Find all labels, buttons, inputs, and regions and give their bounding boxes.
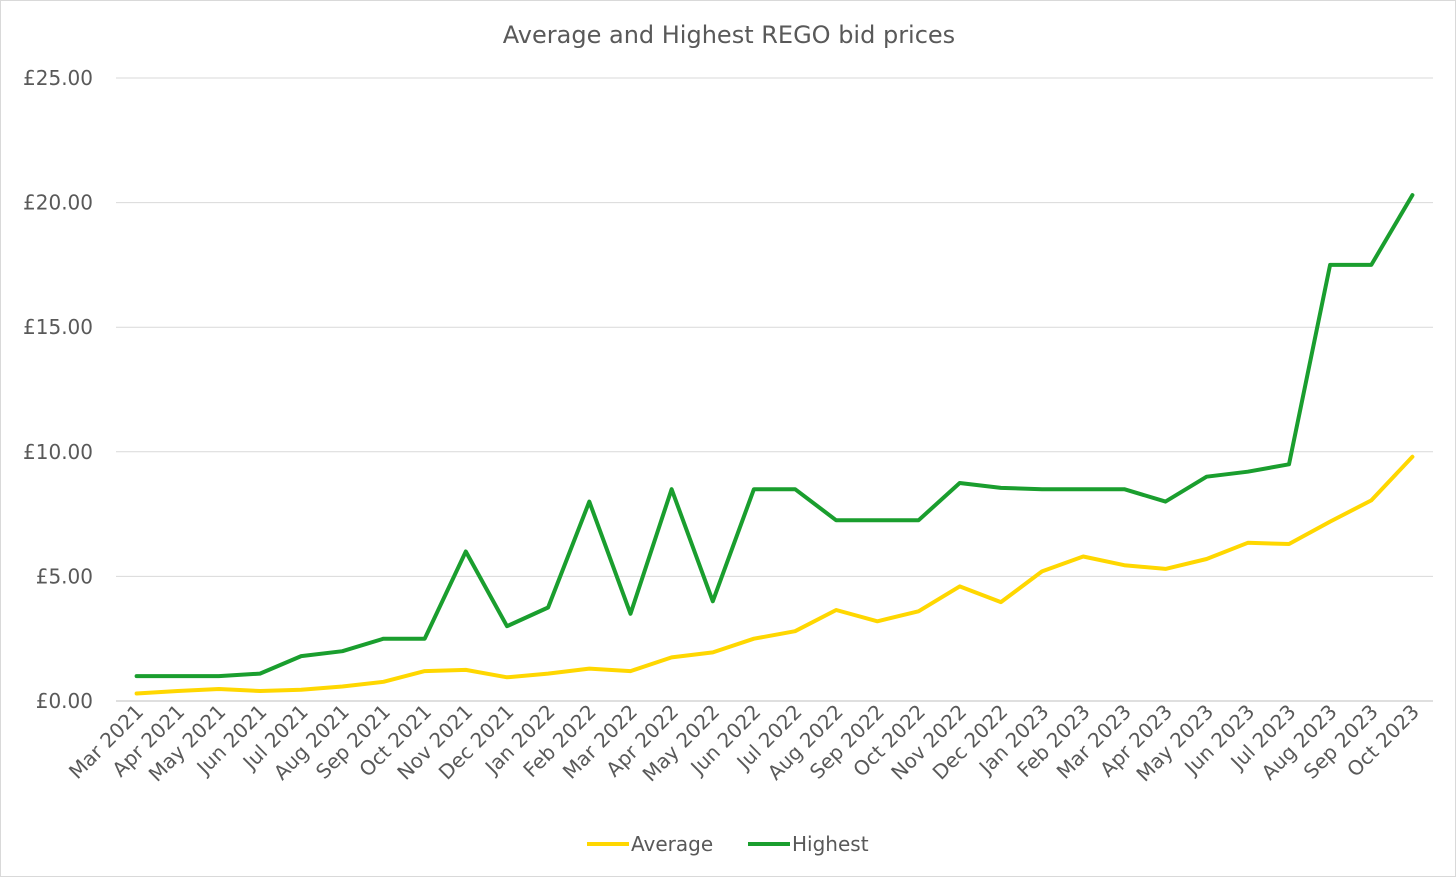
y-axis-tick-labels: £0.00 £5.00 £10.00 £15.00 £20.00 £25.00 <box>23 66 93 713</box>
gridlines <box>116 77 1433 702</box>
series-line-average <box>134 454 1415 696</box>
legend-label-average: Average <box>631 832 713 856</box>
legend: Average Highest <box>587 832 869 856</box>
chart-title: Average and Highest REGO bid prices <box>503 21 955 49</box>
series-line-highest <box>134 193 1415 679</box>
y-tick-label: £0.00 <box>36 689 93 713</box>
y-tick-label: £25.00 <box>23 66 93 90</box>
y-tick-label: £20.00 <box>23 191 93 215</box>
legend-label-highest: Highest <box>792 832 869 856</box>
y-tick-label: £10.00 <box>23 440 93 464</box>
y-tick-label: £15.00 <box>23 315 93 339</box>
series-lines <box>134 193 1415 696</box>
y-tick-label: £5.00 <box>36 564 93 588</box>
